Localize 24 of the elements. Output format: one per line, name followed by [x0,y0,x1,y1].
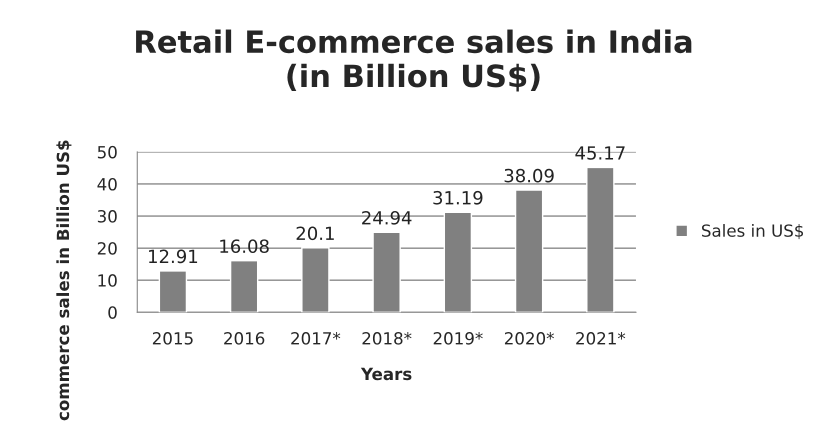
data-label: 12.91 [149,250,198,264]
x-tick-label: 2021* [576,332,626,345]
y-axis-title: commerce sales in Billion US$ [56,140,72,420]
y-tick-label: 40 [97,178,117,191]
x-tick-label: 2018* [362,332,412,345]
y-tick-label: 30 [98,210,117,223]
data-label: 20.1 [296,226,334,240]
legend-label: Sales in US$ [702,224,804,240]
data-label: 45.17 [575,146,625,160]
chart-title: Retail E-commerce sales in India (in Billion US$) [136,30,692,92]
x-tick-label: 2015 [152,332,193,345]
x-axis-title: Years [360,368,412,380]
data-label: 16.08 [220,239,269,254]
data-label: 24.94 [362,210,412,225]
y-tick-label: 0 [108,306,117,319]
y-tick-label: 50 [98,146,117,158]
x-tick-label: 2016 [224,332,264,345]
data-label: 31.19 [433,190,482,205]
x-tick-label: 2019* [434,332,483,345]
x-tick-label: 2017* [291,332,340,345]
data-label: 38.09 [504,168,554,182]
y-tick-label: 20 [98,242,117,255]
y-tick-label: 10 [98,274,117,287]
x-tick-label: 2020* [504,332,554,345]
